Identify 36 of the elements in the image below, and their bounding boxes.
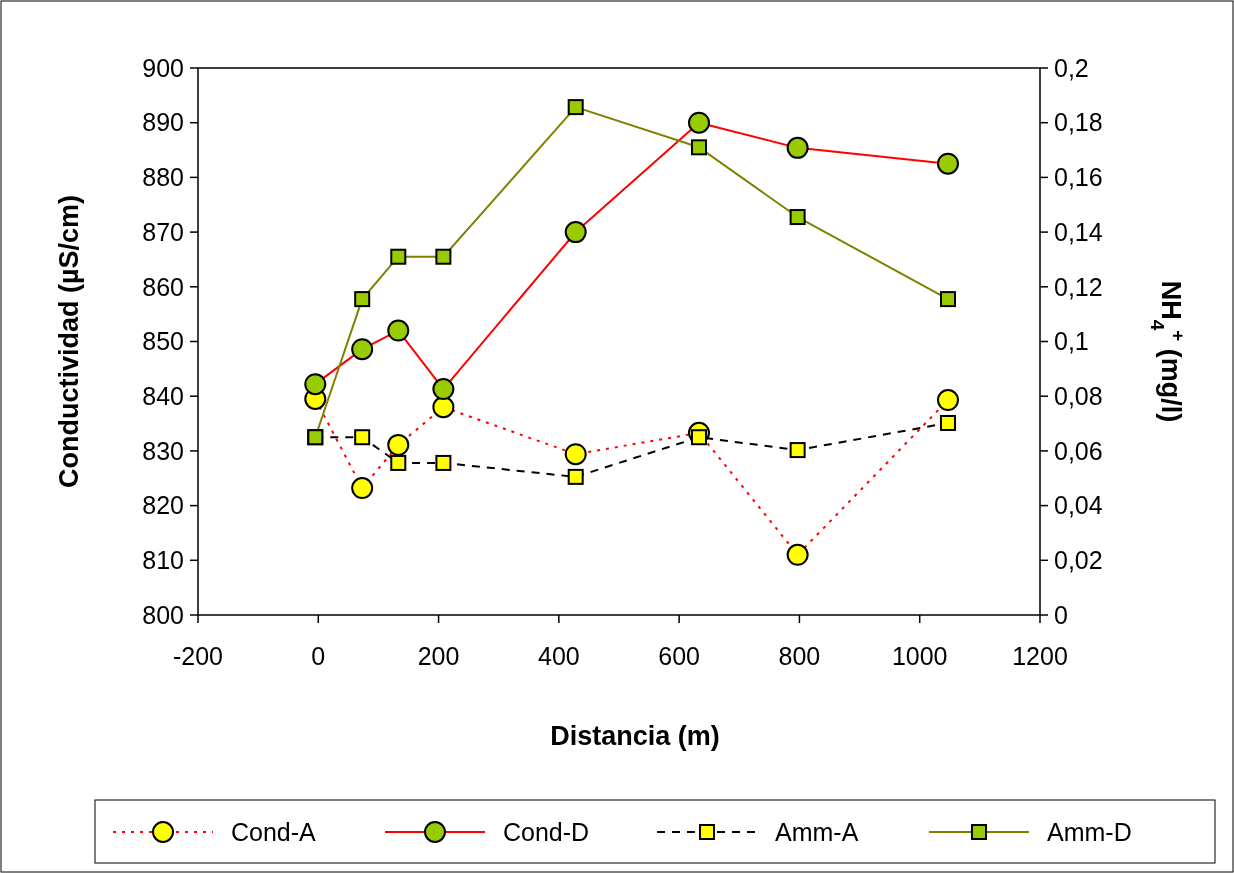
y2-tick-label: 0 — [1054, 600, 1068, 629]
x-tick-label: 1200 — [1012, 642, 1068, 670]
y2-tick-label: 0,04 — [1054, 491, 1103, 520]
y2-tick-label: 0,12 — [1054, 272, 1103, 301]
y2-tick-label: 0,2 — [1054, 53, 1089, 82]
y-tick-label: 860 — [142, 272, 184, 301]
y2-tick-label: 0,14 — [1054, 217, 1103, 246]
y-tick-label: 830 — [142, 436, 184, 465]
x-tick-label: -200 — [172, 642, 224, 670]
y2-tick-label: 0,02 — [1054, 546, 1103, 575]
x-tick-label: 400 — [538, 642, 580, 670]
x-tick-label: 800 — [778, 642, 821, 670]
y-tick-label: 870 — [142, 217, 184, 246]
x-tick-label: 0 — [311, 642, 326, 670]
y2-tick-label: 0,1 — [1054, 327, 1089, 356]
y-axis-title: Conductividad (µS/cm) — [54, 194, 84, 489]
y2-tick-label: 0,18 — [1054, 108, 1103, 137]
y2-tick-label: 0,16 — [1054, 163, 1103, 192]
y-tick-label: 850 — [142, 327, 184, 356]
y-tick-label: 810 — [142, 546, 184, 575]
x-tick-label: 1000 — [891, 642, 948, 670]
legend-label: Cond-D — [503, 817, 590, 846]
y-tick-label: 840 — [142, 381, 184, 410]
y2-tick-label: 0,06 — [1054, 436, 1103, 465]
legend-label: Amm-A — [775, 817, 859, 846]
y-tick-label: 800 — [142, 600, 184, 629]
y-tick-label: 880 — [142, 163, 184, 192]
y-tick-label: 820 — [142, 491, 184, 520]
legend-label: Amm-D — [1047, 817, 1132, 846]
y2-tick-label: 0,08 — [1054, 381, 1103, 410]
x-tick-label: 600 — [658, 642, 700, 670]
y-tick-label: 900 — [142, 53, 184, 82]
x-tick-label: 200 — [417, 642, 460, 670]
legend-label: Cond-A — [231, 817, 317, 846]
y-tick-label: 890 — [142, 108, 184, 137]
x-axis-title: Distancia (m) — [550, 721, 720, 751]
